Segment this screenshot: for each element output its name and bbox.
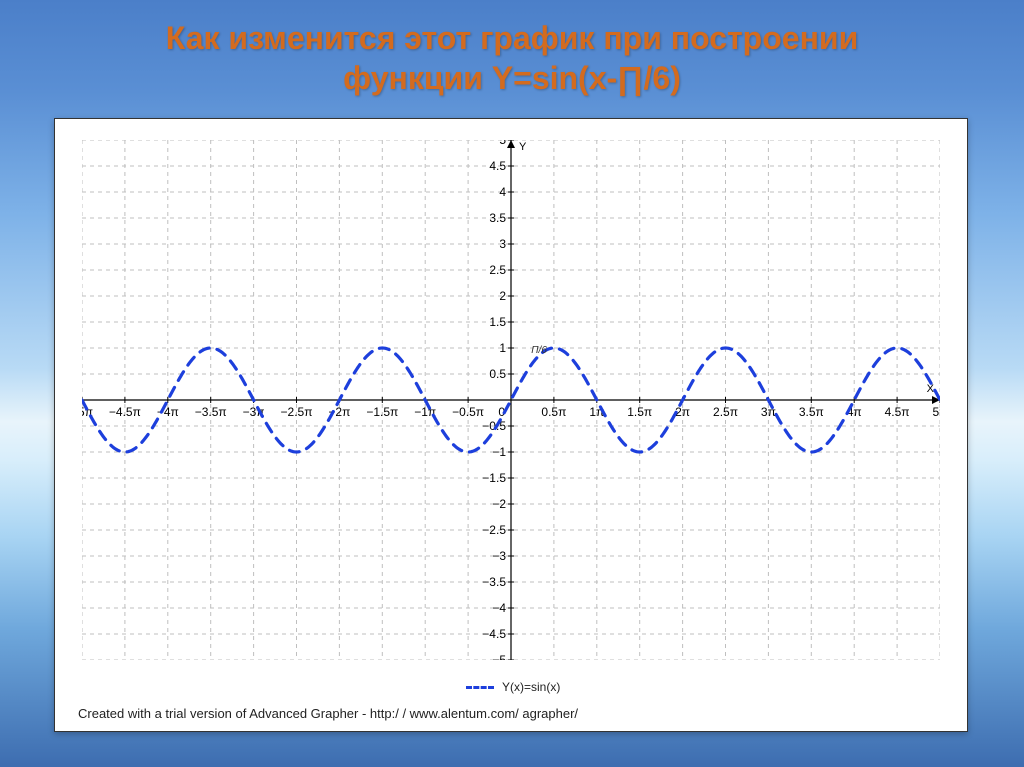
svg-text:−4.5: −4.5 bbox=[482, 627, 506, 641]
legend-swatch bbox=[466, 686, 494, 689]
svg-text:1.5π: 1.5π bbox=[627, 405, 652, 419]
svg-text:−2: −2 bbox=[492, 497, 506, 511]
svg-text:X: X bbox=[927, 383, 935, 395]
legend-label: Y(x)=sin(x) bbox=[502, 680, 560, 694]
svg-text:−0.5π: −0.5π bbox=[452, 405, 484, 419]
slide-title: Как изменится этот график при построении… bbox=[0, 18, 1024, 98]
title-line-2: функции Y=sin(x-∏/6) bbox=[0, 58, 1024, 98]
svg-text:0.5: 0.5 bbox=[489, 367, 506, 381]
svg-text:3.5π: 3.5π bbox=[799, 405, 824, 419]
svg-text:−1.5: −1.5 bbox=[482, 471, 506, 485]
svg-text:−1.5π: −1.5π bbox=[366, 405, 398, 419]
svg-text:−3: −3 bbox=[492, 549, 506, 563]
svg-text:−1: −1 bbox=[492, 445, 506, 459]
svg-text:0.5π: 0.5π bbox=[541, 405, 566, 419]
svg-text:Π/6: Π/6 bbox=[531, 345, 547, 356]
footer-text: Created with a trial version of Advanced… bbox=[78, 706, 578, 721]
chart-svg: XY−5π−4.5π−4π−3.5π−3π−2.5π−2π−1.5π−1π−0.… bbox=[82, 140, 940, 660]
svg-text:−2.5π: −2.5π bbox=[281, 405, 313, 419]
svg-text:4: 4 bbox=[499, 185, 506, 199]
svg-text:2.5: 2.5 bbox=[489, 263, 506, 277]
svg-text:Y: Y bbox=[519, 141, 527, 153]
svg-text:3: 3 bbox=[499, 237, 506, 251]
svg-text:5π: 5π bbox=[933, 405, 940, 419]
svg-text:−2.5: −2.5 bbox=[482, 523, 506, 537]
svg-text:2: 2 bbox=[499, 289, 506, 303]
chart-host: XY−5π−4.5π−4π−3.5π−3π−2.5π−2π−1.5π−1π−0.… bbox=[82, 140, 940, 660]
svg-text:−0.5: −0.5 bbox=[482, 419, 506, 433]
svg-text:−3.5π: −3.5π bbox=[195, 405, 227, 419]
slide-root: { "title": { "line1": "Как изменится это… bbox=[0, 0, 1024, 767]
title-line-1: Как изменится этот график при построении bbox=[0, 18, 1024, 58]
svg-text:4.5π: 4.5π bbox=[885, 405, 910, 419]
svg-text:−4: −4 bbox=[492, 601, 506, 615]
legend: Y(x)=sin(x) bbox=[466, 680, 560, 694]
svg-text:1.5: 1.5 bbox=[489, 315, 506, 329]
svg-text:5: 5 bbox=[499, 140, 506, 147]
svg-text:2.5π: 2.5π bbox=[713, 405, 738, 419]
svg-text:3.5: 3.5 bbox=[489, 211, 506, 225]
svg-text:−3.5: −3.5 bbox=[482, 575, 506, 589]
svg-text:−4.5π: −4.5π bbox=[109, 405, 141, 419]
svg-text:−5: −5 bbox=[492, 653, 506, 660]
svg-text:4.5: 4.5 bbox=[489, 159, 506, 173]
svg-text:1: 1 bbox=[499, 341, 506, 355]
